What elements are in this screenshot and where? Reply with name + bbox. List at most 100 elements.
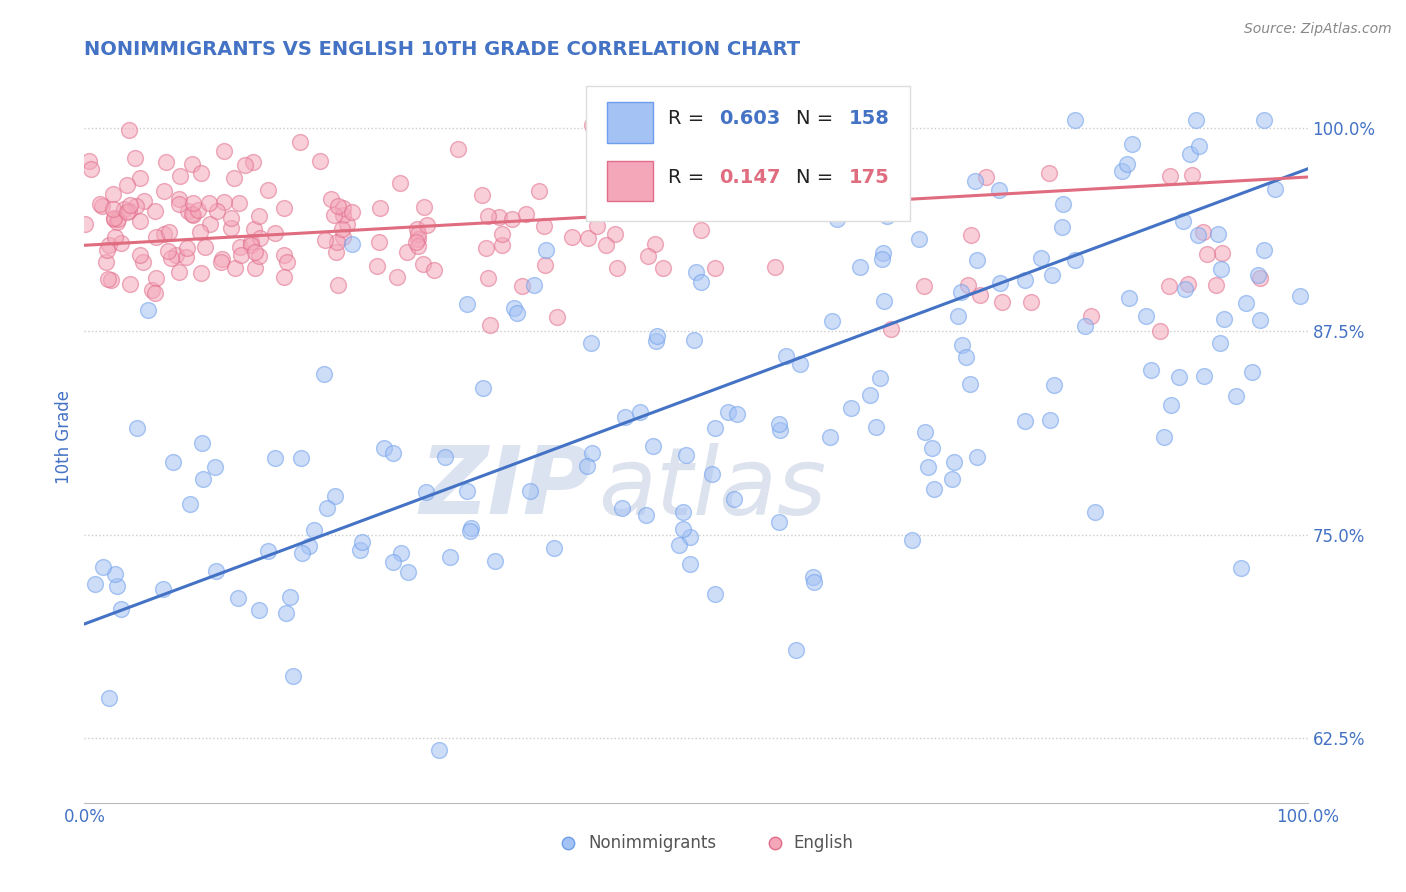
Point	[211, 252, 233, 267]
Point	[1289, 288, 1312, 302]
Point	[103, 211, 125, 226]
Point	[768, 196, 790, 211]
Point	[672, 522, 695, 536]
Point	[818, 430, 841, 444]
Point	[1153, 430, 1175, 444]
Point	[1160, 399, 1182, 413]
Text: 0.603: 0.603	[720, 110, 780, 128]
Point	[458, 524, 481, 538]
Point	[1211, 262, 1233, 277]
Point	[683, 333, 706, 347]
Point	[460, 521, 482, 535]
Point	[249, 230, 271, 244]
Point	[1080, 309, 1102, 323]
Point	[406, 222, 429, 236]
Point	[273, 248, 295, 262]
Text: N =: N =	[796, 110, 834, 128]
Point	[990, 277, 1012, 291]
Point	[124, 151, 146, 165]
Point	[240, 235, 263, 249]
Point	[336, 217, 359, 231]
Point	[717, 405, 740, 419]
Text: English: English	[794, 834, 853, 852]
Point	[373, 441, 395, 455]
Point	[1040, 268, 1063, 282]
Point	[1211, 246, 1233, 260]
Point	[103, 566, 125, 581]
Point	[290, 450, 312, 465]
Point	[950, 338, 973, 352]
Point	[1249, 270, 1271, 285]
Point	[914, 425, 936, 440]
Point	[176, 241, 198, 255]
Point	[439, 549, 461, 564]
Point	[823, 199, 845, 213]
Point	[775, 349, 797, 363]
Point	[103, 202, 125, 216]
Point	[276, 606, 298, 620]
Point	[769, 424, 792, 438]
Point	[633, 203, 655, 218]
Point	[105, 579, 128, 593]
Point	[488, 210, 510, 224]
Point	[585, 219, 607, 233]
Point	[395, 244, 418, 259]
Point	[181, 207, 204, 221]
Point	[1064, 253, 1087, 268]
Point	[1159, 169, 1181, 183]
Text: 175: 175	[849, 168, 890, 187]
Point	[839, 401, 862, 416]
Point	[167, 192, 190, 206]
Point	[229, 248, 252, 262]
Point	[422, 263, 444, 277]
Point	[103, 212, 125, 227]
Point	[527, 184, 550, 198]
Text: ZIP: ZIP	[419, 442, 592, 534]
Point	[125, 421, 148, 435]
Text: Nonimmigrants: Nonimmigrants	[588, 834, 717, 852]
Point	[162, 455, 184, 469]
Point	[188, 225, 211, 239]
Point	[533, 219, 555, 233]
Point	[1177, 277, 1199, 291]
Point	[405, 235, 427, 249]
Point	[328, 277, 350, 292]
Point	[510, 279, 533, 293]
Point	[1038, 166, 1060, 180]
Point	[1264, 181, 1286, 195]
Point	[427, 743, 450, 757]
Point	[167, 265, 190, 279]
Point	[1178, 147, 1201, 161]
Point	[288, 136, 311, 150]
Point	[129, 170, 152, 185]
Point	[704, 587, 727, 601]
Point	[581, 446, 603, 460]
Point	[1209, 335, 1232, 350]
Point	[212, 194, 235, 209]
Point	[141, 283, 163, 297]
Point	[1168, 369, 1191, 384]
Point	[959, 377, 981, 392]
Point	[382, 446, 405, 460]
Point	[204, 564, 226, 578]
Point	[80, 161, 103, 176]
Point	[219, 220, 242, 235]
Text: N =: N =	[796, 168, 834, 187]
Point	[974, 170, 997, 185]
Point	[314, 233, 336, 247]
Point	[917, 460, 939, 475]
Point	[1149, 325, 1171, 339]
Point	[870, 252, 893, 266]
Point	[955, 350, 977, 364]
Point	[641, 439, 664, 453]
Point	[690, 223, 713, 237]
Point	[456, 484, 478, 499]
Point	[153, 185, 176, 199]
Point	[326, 235, 349, 250]
Point	[200, 217, 222, 231]
Point	[1229, 560, 1251, 574]
Point	[523, 278, 546, 293]
Text: Source: ZipAtlas.com: Source: ZipAtlas.com	[1244, 22, 1392, 37]
Point	[416, 218, 439, 232]
Point	[155, 155, 177, 169]
